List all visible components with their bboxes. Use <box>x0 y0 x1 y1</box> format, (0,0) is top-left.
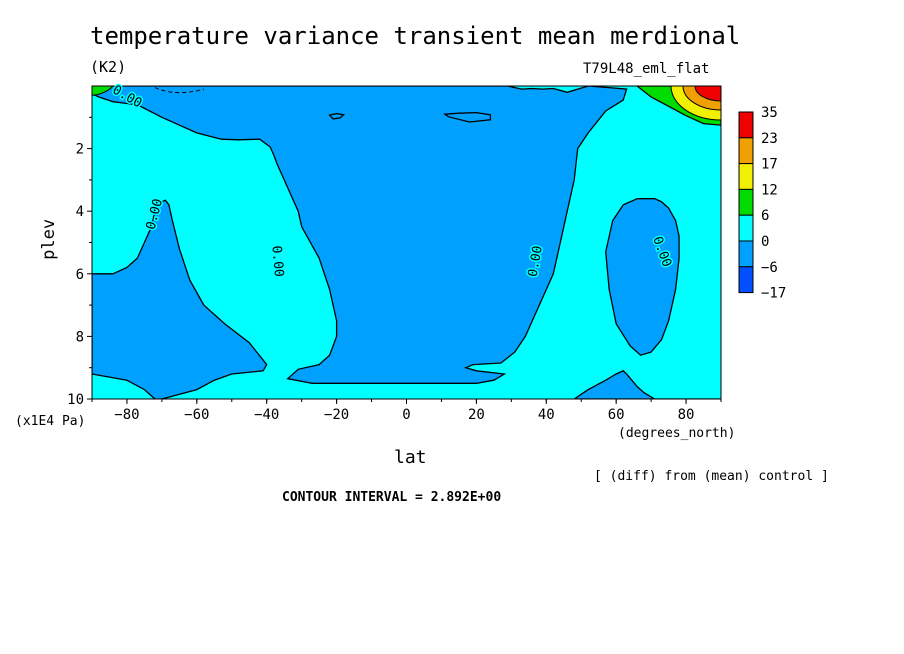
colorbar-swatch <box>738 111 754 139</box>
diff-note: [ (diff) from (mean) control ] <box>594 469 829 484</box>
region-nh-bottom <box>573 370 721 399</box>
contour-regions <box>92 86 721 399</box>
nh-polar-max-ring-3 <box>694 86 721 102</box>
x-tick-label: −40 <box>254 407 279 423</box>
region-blob-20S <box>328 112 346 120</box>
contour-interval: CONTOUR INTERVAL = 2.892E+00 <box>282 490 502 505</box>
x-tick-label: 40 <box>538 407 555 423</box>
colorbar-label: 12 <box>761 182 778 198</box>
chart-title: temperature variance transient mean merd… <box>90 22 741 50</box>
region-central-tropics <box>92 86 628 384</box>
colorbar-swatch <box>738 214 754 242</box>
colorbar-swatch <box>738 266 754 294</box>
x-tick-label: 80 <box>678 407 695 423</box>
x-tick-label: 0 <box>402 407 410 423</box>
colorbar-label: 6 <box>761 208 769 224</box>
y-axis-label: plev <box>39 219 59 260</box>
colorbar-label: −6 <box>761 260 778 276</box>
contour-label: 0.00 <box>268 245 286 278</box>
negative-contour-dashed <box>154 87 204 94</box>
y-tick-label: 8 <box>76 329 84 345</box>
y-tick-label: 4 <box>76 204 84 220</box>
x-axis-unit: (degrees_north) <box>618 426 736 441</box>
y-tick-label: 10 <box>67 392 84 408</box>
region-nh-lobe <box>605 198 680 356</box>
colorbar-swatch <box>738 163 754 190</box>
y-axis-unit: (x1E4 Pa) <box>15 414 86 429</box>
y-tick-label: 2 <box>76 142 84 158</box>
colorbar-swatch <box>738 137 754 165</box>
colorbar-label: 0 <box>761 234 769 250</box>
region-blob-12N <box>443 111 492 123</box>
x-tick-label: 20 <box>468 407 485 423</box>
x-tick-label: −60 <box>184 407 209 423</box>
x-tick-label: 60 <box>608 407 625 423</box>
units-label: (K2) <box>90 58 127 76</box>
y-tick-label: 6 <box>76 267 84 283</box>
region-sh-lobe <box>92 199 268 399</box>
colorbar-label: 35 <box>761 105 778 121</box>
colorbar-label: −17 <box>761 286 786 302</box>
x-tick-label: −80 <box>114 407 139 423</box>
colorbar-label: 23 <box>761 131 778 147</box>
colorbar-label: 17 <box>761 157 778 173</box>
colorbar-swatch <box>738 188 754 216</box>
x-axis-label: lat <box>394 447 427 468</box>
run-label: T79L48_eml_flat <box>583 61 710 77</box>
contour-label: 0.00 <box>526 245 546 278</box>
x-tick-label: −20 <box>324 407 349 423</box>
colorbar-swatch <box>738 240 754 268</box>
